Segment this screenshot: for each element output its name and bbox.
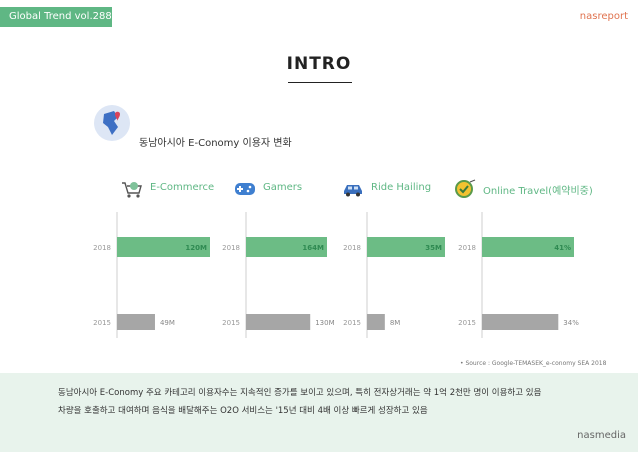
category-label: E-Commerce xyxy=(150,182,215,193)
data-label: 49M xyxy=(160,319,175,327)
data-label: 34% xyxy=(563,319,579,327)
bar-2015 xyxy=(117,314,155,330)
bar-2015 xyxy=(246,314,311,330)
category-ecommerce: E-Commerce xyxy=(120,179,230,199)
data-label: 41% xyxy=(554,244,571,252)
year-tick-label: 2018 xyxy=(222,244,240,252)
bar-2015 xyxy=(367,314,385,330)
year-tick-label: 2018 xyxy=(458,244,476,252)
bar-2018 xyxy=(117,237,210,257)
title-underline xyxy=(288,82,352,83)
page-title: INTRO xyxy=(286,54,352,74)
car-icon xyxy=(344,185,362,197)
data-label: 130M xyxy=(315,319,334,327)
year-tick-label: 2018 xyxy=(93,244,111,252)
footer-logo: nasmedia xyxy=(577,430,626,441)
data-label: 164M xyxy=(302,244,324,252)
year-tick-label: 2018 xyxy=(343,244,361,252)
year-tick-label: 2015 xyxy=(343,319,361,327)
bar-2018 xyxy=(482,237,574,257)
category-label: Gamers xyxy=(263,182,303,193)
chart-subtitle: 동남아시아 E-Conomy 이용자 변화 xyxy=(139,138,292,149)
bullet-text-2: 차량을 호출하고 대여하며 음식을 배달해주는 O2O 서비스는 '15년 대비… xyxy=(58,406,428,416)
category-online-travel: Online Travel(예약비중) xyxy=(453,179,593,199)
year-tick-label: 2015 xyxy=(458,319,476,327)
bar-2018 xyxy=(367,237,445,257)
badge-icon xyxy=(455,179,476,198)
map-icon xyxy=(94,105,130,141)
bar-2018 xyxy=(246,237,327,257)
category-label: Online Travel(예약비중) xyxy=(483,186,593,197)
data-label: 8M xyxy=(390,319,401,327)
source-note: • Source : Google-TEMASEK_e-conomy SEA 2… xyxy=(460,360,607,367)
year-tick-label: 2015 xyxy=(93,319,111,327)
data-label: 35M xyxy=(425,244,442,252)
year-tick-label: 2015 xyxy=(222,319,240,327)
bullet-text-1: 동남아시아 E-Conomy 주요 카테고리 이용자수는 지속적인 증가를 보이… xyxy=(58,388,542,398)
footer-panel xyxy=(0,373,638,452)
category-ride-hailing: Ride Hailing xyxy=(341,179,451,199)
bar-2015 xyxy=(482,314,559,330)
brand-name: nasreport xyxy=(579,11,628,22)
data-label: 120M xyxy=(185,244,207,252)
category-label: Ride Hailing xyxy=(371,182,432,193)
cart-icon xyxy=(122,182,142,198)
issue-tag: Global Trend vol.288 xyxy=(0,7,112,27)
gamepad-icon xyxy=(235,183,255,195)
category-gamers: Gamers xyxy=(233,179,343,199)
